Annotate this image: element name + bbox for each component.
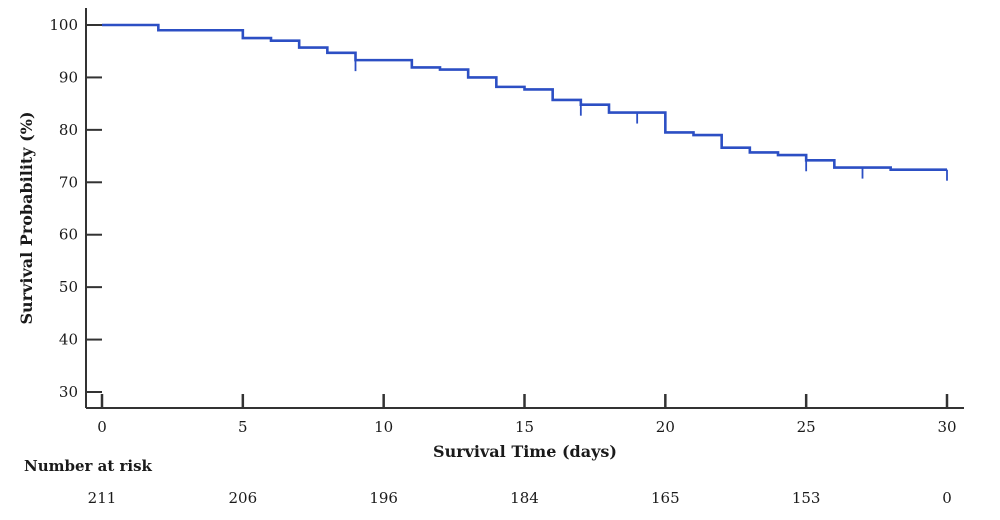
y-tick-label: 100 [49,16,78,34]
risk-count: 211 [88,489,117,507]
axes: 30 40 50 60 70 80 90 100 0 5 10 15 20 25 30 [49,8,964,436]
y-tick-label: 70 [59,173,78,191]
x-tick-label: 10 [374,418,393,436]
x-tick-label: 0 [97,418,107,436]
survival-step-line [102,23,947,172]
risk-table: 211 206 196 184 165 153 0 [88,489,952,507]
risk-table-title: Number at risk [24,457,153,475]
x-tick-label: 5 [238,418,248,436]
y-tick-label: 40 [59,331,78,349]
risk-count: 196 [369,489,398,507]
y-tick-label: 80 [59,121,78,139]
y-tick-label: 30 [59,383,78,401]
y-tick-label: 50 [59,278,78,296]
x-tick-label: 30 [937,418,956,436]
x-axis-label: Survival Time (days) [433,442,617,461]
x-tick-label: 25 [797,418,816,436]
risk-count: 165 [651,489,680,507]
risk-count: 206 [229,489,258,507]
y-axis-label: Survival Probability (%) [17,111,36,324]
x-tick-label: 20 [656,418,675,436]
risk-count: 184 [510,489,539,507]
risk-count: 0 [942,489,952,507]
survival-curve-group [102,23,948,181]
risk-count: 153 [792,489,821,507]
x-tick-label: 15 [515,418,534,436]
y-tick-label: 60 [59,226,78,244]
y-tick-label: 90 [59,68,78,86]
